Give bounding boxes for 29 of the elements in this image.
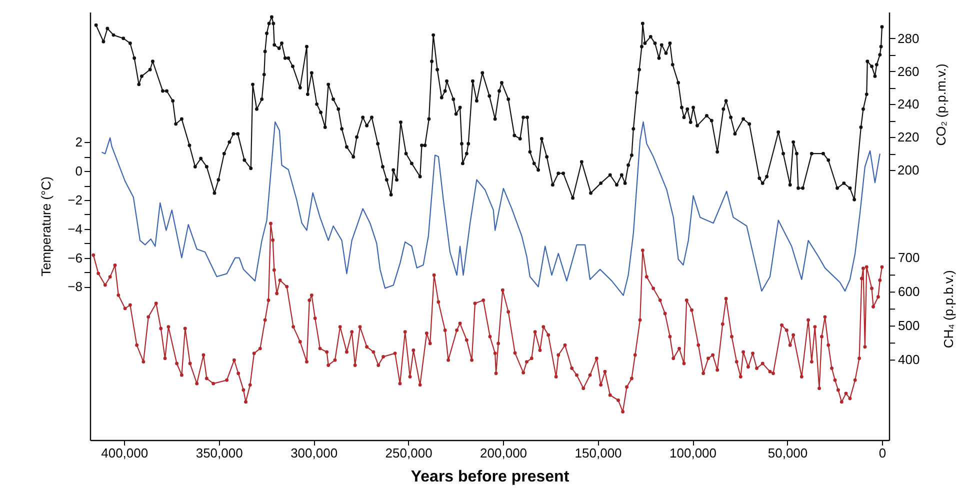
x-tick-label: 50,000 (768, 446, 808, 460)
y-tick-label: −2 (68, 192, 82, 208)
x-tick-label: 250,000 (385, 446, 432, 460)
x-tick-label: 100,000 (670, 446, 717, 460)
y-tick-label: −4 (68, 221, 82, 236)
y2-tick-label: 220 (898, 130, 920, 145)
y2-tick-label: 260 (898, 64, 920, 79)
x-tick-label: 150,000 (574, 446, 622, 460)
y-tick-label: −8 (68, 279, 82, 294)
y3-tick-label: 700 (898, 250, 920, 266)
y3-axis-title: CH₄ (p.p.b.v.) (941, 270, 956, 348)
x-tick-label: 350,000 (196, 446, 243, 460)
y3-tick-label: 600 (898, 284, 920, 300)
y-axis-title: Temperature (°C) (38, 176, 54, 276)
y-tick-label: −6 (68, 250, 82, 266)
x-tick-label: 300,000 (290, 446, 338, 460)
y2-tick-label: 280 (898, 30, 920, 46)
y-tick-label: 0 (75, 164, 82, 179)
x-tick-label: 0 (878, 446, 886, 460)
x-tick-label: 400,000 (101, 446, 148, 460)
y2-axis-title: CO₂ (p.p.m.v.) (934, 64, 948, 146)
x-tick-label: 200,000 (480, 446, 528, 460)
y-tick-label: 2 (75, 134, 82, 150)
y3-tick-label: 400 (898, 352, 920, 368)
y2-tick-label: 240 (898, 96, 920, 112)
line-series (101, 121, 880, 296)
y3-tick-label: 500 (898, 318, 920, 334)
y2-tick-label: 200 (898, 162, 920, 178)
x-axis-title: Years before present (410, 468, 570, 486)
